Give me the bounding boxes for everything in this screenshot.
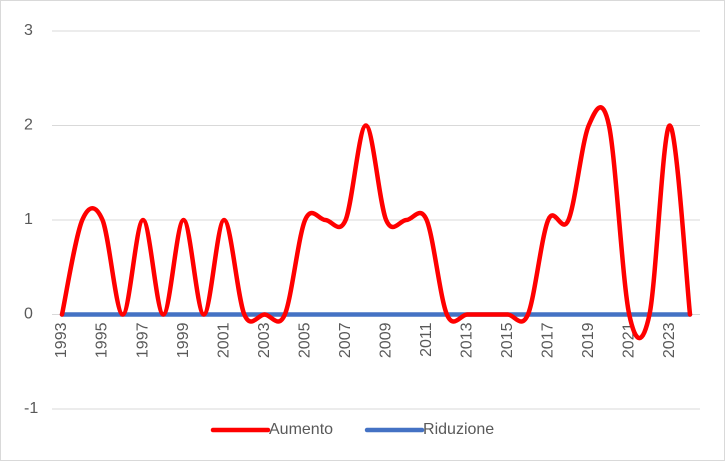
x-tick-label: 2013	[458, 322, 475, 358]
x-tick-label: 1995	[94, 322, 111, 358]
x-tick-label: 2003	[256, 322, 273, 358]
x-tick-label: 2019	[580, 322, 597, 358]
x-tick-label: 2001	[215, 322, 232, 358]
x-tick-label: 2011	[418, 322, 435, 357]
y-tick-label: -1	[24, 400, 38, 417]
series-line	[59, 105, 693, 341]
x-tick-label: 2009	[377, 322, 394, 358]
x-tick-label: 2007	[337, 322, 354, 358]
x-tick-label: 1997	[134, 322, 151, 358]
x-tick-label: 2005	[296, 322, 313, 358]
y-tick-label: 1	[24, 211, 33, 228]
y-tick-label: 3	[24, 22, 33, 39]
x-tick-label: 1993	[53, 322, 70, 358]
y-tick-label: 2	[24, 117, 33, 134]
x-tick-label: 2017	[539, 322, 556, 358]
x-tick-label: 2015	[499, 322, 516, 358]
x-tick-label: 2023	[661, 322, 678, 358]
x-tick-label: 1999	[175, 322, 192, 358]
legend-label: Riduzione	[423, 421, 494, 438]
legend-label: Aumento	[269, 421, 333, 438]
y-tick-label: 0	[24, 306, 33, 323]
